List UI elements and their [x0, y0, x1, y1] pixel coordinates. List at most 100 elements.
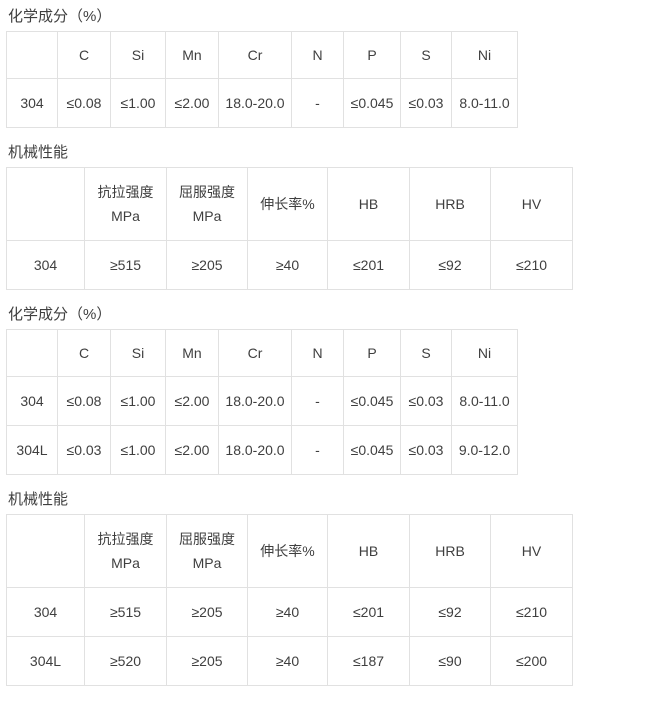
value-cell: ≤210: [490, 240, 573, 290]
section-chemical-composition-2: 化学成分（%） C Si Mn Cr N P S Ni: [6, 306, 646, 475]
column-header: HRB: [409, 167, 491, 241]
value-cell: ≤92: [409, 587, 491, 637]
value-cell: ≤0.03: [400, 425, 452, 475]
column-header: Si: [110, 31, 166, 79]
value-cell: ≤0.08: [57, 376, 111, 426]
column-header: HB: [327, 514, 410, 588]
table-row: 304 ≤0.08 ≤1.00 ≤2.00 18.0-20.0 - ≤0.045…: [6, 376, 518, 426]
section-mechanical-properties-1: 机械性能 抗拉强度 MPa 屈服强度 MPa 伸长率% HB HRB HV: [6, 144, 646, 290]
column-header: HV: [490, 514, 573, 588]
value-cell: ≥205: [166, 587, 248, 637]
column-header: 抗拉强度 MPa: [84, 514, 167, 588]
value-cell: ≤200: [490, 636, 573, 686]
value-cell: ≤0.045: [343, 376, 401, 426]
value-cell: ≥515: [84, 240, 167, 290]
value-cell: ≥205: [166, 636, 248, 686]
column-header: HB: [327, 167, 410, 241]
mechanical-properties-table-1: 抗拉强度 MPa 屈服强度 MPa 伸长率% HB HRB HV 304 ≥51…: [6, 167, 573, 290]
column-header-blank: [6, 514, 85, 588]
section-heading: 机械性能: [8, 491, 69, 508]
column-header: Ni: [451, 329, 518, 377]
value-cell: ≤187: [327, 636, 410, 686]
column-header: C: [57, 329, 111, 377]
value-cell: ≤1.00: [110, 376, 166, 426]
value-cell: 18.0-20.0: [218, 425, 292, 475]
value-cell: ≤1.00: [110, 78, 166, 128]
column-header-blank: [6, 31, 58, 79]
value-cell: ≤90: [409, 636, 491, 686]
value-cell: ≤0.08: [57, 78, 111, 128]
value-cell: ≤2.00: [165, 78, 219, 128]
value-cell: 8.0-11.0: [451, 78, 518, 128]
value-cell: ≤1.00: [110, 425, 166, 475]
table-row: 304 ≥515 ≥205 ≥40 ≤201 ≤92 ≤210: [6, 240, 573, 290]
column-header: 伸长率%: [247, 514, 328, 588]
column-header: HV: [490, 167, 573, 241]
value-cell: ≥515: [84, 587, 167, 637]
column-header: P: [343, 31, 401, 79]
column-header: C: [57, 31, 111, 79]
column-header: N: [291, 31, 344, 79]
column-header: Ni: [451, 31, 518, 79]
column-header-blank: [6, 329, 58, 377]
value-cell: ≤0.045: [343, 78, 401, 128]
column-header: S: [400, 329, 452, 377]
column-header: Mn: [165, 31, 219, 79]
section-heading: 机械性能: [8, 144, 69, 161]
section-heading: 化学成分（%）: [8, 306, 112, 323]
table-row: 304L ≥520 ≥205 ≥40 ≤187 ≤90 ≤200: [6, 636, 573, 686]
value-cell: ≤92: [409, 240, 491, 290]
value-cell: -: [291, 376, 344, 426]
column-header: 抗拉强度 MPa: [84, 167, 167, 241]
column-header: 伸长率%: [247, 167, 328, 241]
row-header-cell: 304L: [6, 636, 85, 686]
value-cell: 18.0-20.0: [218, 376, 292, 426]
column-header: Cr: [218, 31, 292, 79]
table-row: 304 ≤0.08 ≤1.00 ≤2.00 18.0-20.0 - ≤0.045…: [6, 78, 518, 128]
value-cell: ≥40: [247, 587, 328, 637]
header-row: 抗拉强度 MPa 屈服强度 MPa 伸长率% HB HRB HV: [6, 514, 573, 588]
section-heading: 化学成分（%）: [8, 8, 112, 25]
column-header: Si: [110, 329, 166, 377]
row-header-cell: 304L: [6, 425, 58, 475]
value-cell: ≤210: [490, 587, 573, 637]
row-header-cell: 304: [6, 587, 85, 637]
value-cell: ≤201: [327, 587, 410, 637]
value-cell: ≥40: [247, 636, 328, 686]
section-mechanical-properties-2: 机械性能 抗拉强度 MPa 屈服强度 MPa 伸长率% HB HRB HV: [6, 491, 646, 686]
table-row: 304L ≤0.03 ≤1.00 ≤2.00 18.0-20.0 - ≤0.04…: [6, 425, 518, 475]
header-row: C Si Mn Cr N P S Ni: [6, 329, 518, 377]
value-cell: ≤0.03: [57, 425, 111, 475]
column-header: Cr: [218, 329, 292, 377]
value-cell: ≥40: [247, 240, 328, 290]
column-header: HRB: [409, 514, 491, 588]
value-cell: 18.0-20.0: [218, 78, 292, 128]
chemical-composition-table-1: C Si Mn Cr N P S Ni 304 ≤0.08 ≤1.00 ≤2.0…: [6, 31, 518, 128]
header-row: 抗拉强度 MPa 屈服强度 MPa 伸长率% HB HRB HV: [6, 167, 573, 241]
value-cell: ≤0.045: [343, 425, 401, 475]
value-cell: ≤0.03: [400, 376, 452, 426]
row-header-cell: 304: [6, 376, 58, 426]
value-cell: ≤2.00: [165, 376, 219, 426]
column-header: Mn: [165, 329, 219, 377]
value-cell: ≥205: [166, 240, 248, 290]
section-chemical-composition-1: 化学成分（%） C Si Mn Cr N P S Ni: [6, 8, 646, 128]
value-cell: ≤2.00: [165, 425, 219, 475]
column-header: P: [343, 329, 401, 377]
mechanical-properties-table-2: 抗拉强度 MPa 屈服强度 MPa 伸长率% HB HRB HV 304 ≥51…: [6, 514, 573, 686]
value-cell: ≥520: [84, 636, 167, 686]
header-row: C Si Mn Cr N P S Ni: [6, 31, 518, 79]
row-header-cell: 304: [6, 78, 58, 128]
value-cell: 9.0-12.0: [451, 425, 518, 475]
column-header: S: [400, 31, 452, 79]
table-row: 304 ≥515 ≥205 ≥40 ≤201 ≤92 ≤210: [6, 587, 573, 637]
value-cell: ≤201: [327, 240, 410, 290]
value-cell: -: [291, 78, 344, 128]
column-header-blank: [6, 167, 85, 241]
column-header: 屈服强度 MPa: [166, 167, 248, 241]
chemical-composition-table-2: C Si Mn Cr N P S Ni 304 ≤0.08 ≤1.00 ≤2.0…: [6, 329, 518, 475]
column-header: 屈服强度 MPa: [166, 514, 248, 588]
column-header: N: [291, 329, 344, 377]
value-cell: -: [291, 425, 344, 475]
